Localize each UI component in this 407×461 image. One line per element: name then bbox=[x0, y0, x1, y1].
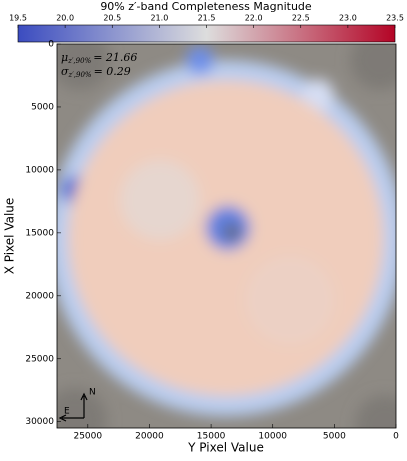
colorbar-tick-label: 21.5 bbox=[198, 14, 216, 23]
colorbar-tick-label: 21.0 bbox=[150, 14, 168, 23]
colorbar-tick-label: 22.5 bbox=[292, 14, 310, 23]
heatmap-image bbox=[57, 44, 396, 428]
x-tick-label: 0 bbox=[393, 432, 399, 442]
y-tick-label: 15000 bbox=[25, 228, 54, 238]
annotation-subscript: z′,90% bbox=[68, 71, 92, 79]
colorbar-tick-label: 22.0 bbox=[245, 14, 263, 23]
x-tick-label: 15000 bbox=[197, 432, 226, 442]
compass-east: E bbox=[64, 407, 70, 417]
annotation-text: = 21.66 bbox=[93, 51, 137, 64]
y-tick-label: 30000 bbox=[25, 417, 54, 427]
annotation-mu: μz′,90% = 21.66 bbox=[61, 51, 137, 65]
x-axis-label: Y Pixel Value bbox=[187, 441, 264, 455]
annotation-subscript: z′,90% bbox=[67, 57, 91, 65]
annotation-symbol: σ bbox=[61, 65, 69, 78]
y-tick-label: 0 bbox=[48, 40, 54, 50]
colorbar-tick-label: 19.5 bbox=[9, 14, 27, 23]
compass bbox=[58, 392, 88, 422]
compass-north: N bbox=[89, 388, 96, 398]
x-tick-label: 20000 bbox=[135, 432, 164, 442]
annotation-text: = 0.29 bbox=[94, 65, 131, 78]
colorbar-tick-label: 20.0 bbox=[56, 14, 74, 23]
y-tick-label: 20000 bbox=[25, 291, 54, 301]
x-tick-label: 10000 bbox=[258, 432, 287, 442]
colorbar-tick-label: 23.0 bbox=[339, 14, 357, 23]
y-tick-label: 25000 bbox=[25, 354, 54, 364]
x-tick-label: 5000 bbox=[323, 432, 346, 442]
annotation-symbol: μ bbox=[61, 51, 68, 64]
colorbar-title: 90% z′-band Completeness Magnitude bbox=[100, 0, 312, 13]
colorbar-tick-label: 20.5 bbox=[103, 14, 121, 23]
annotation-sigma: σz′,90% = 0.29 bbox=[61, 65, 131, 79]
y-tick-label: 10000 bbox=[25, 165, 54, 175]
plot-frame bbox=[56, 43, 397, 429]
y-tick-label: 5000 bbox=[31, 102, 54, 112]
colorbar-tick-label: 23.5 bbox=[386, 14, 404, 23]
y-axis-label: X Pixel Value bbox=[3, 198, 17, 275]
x-tick-label: 25000 bbox=[73, 432, 102, 442]
